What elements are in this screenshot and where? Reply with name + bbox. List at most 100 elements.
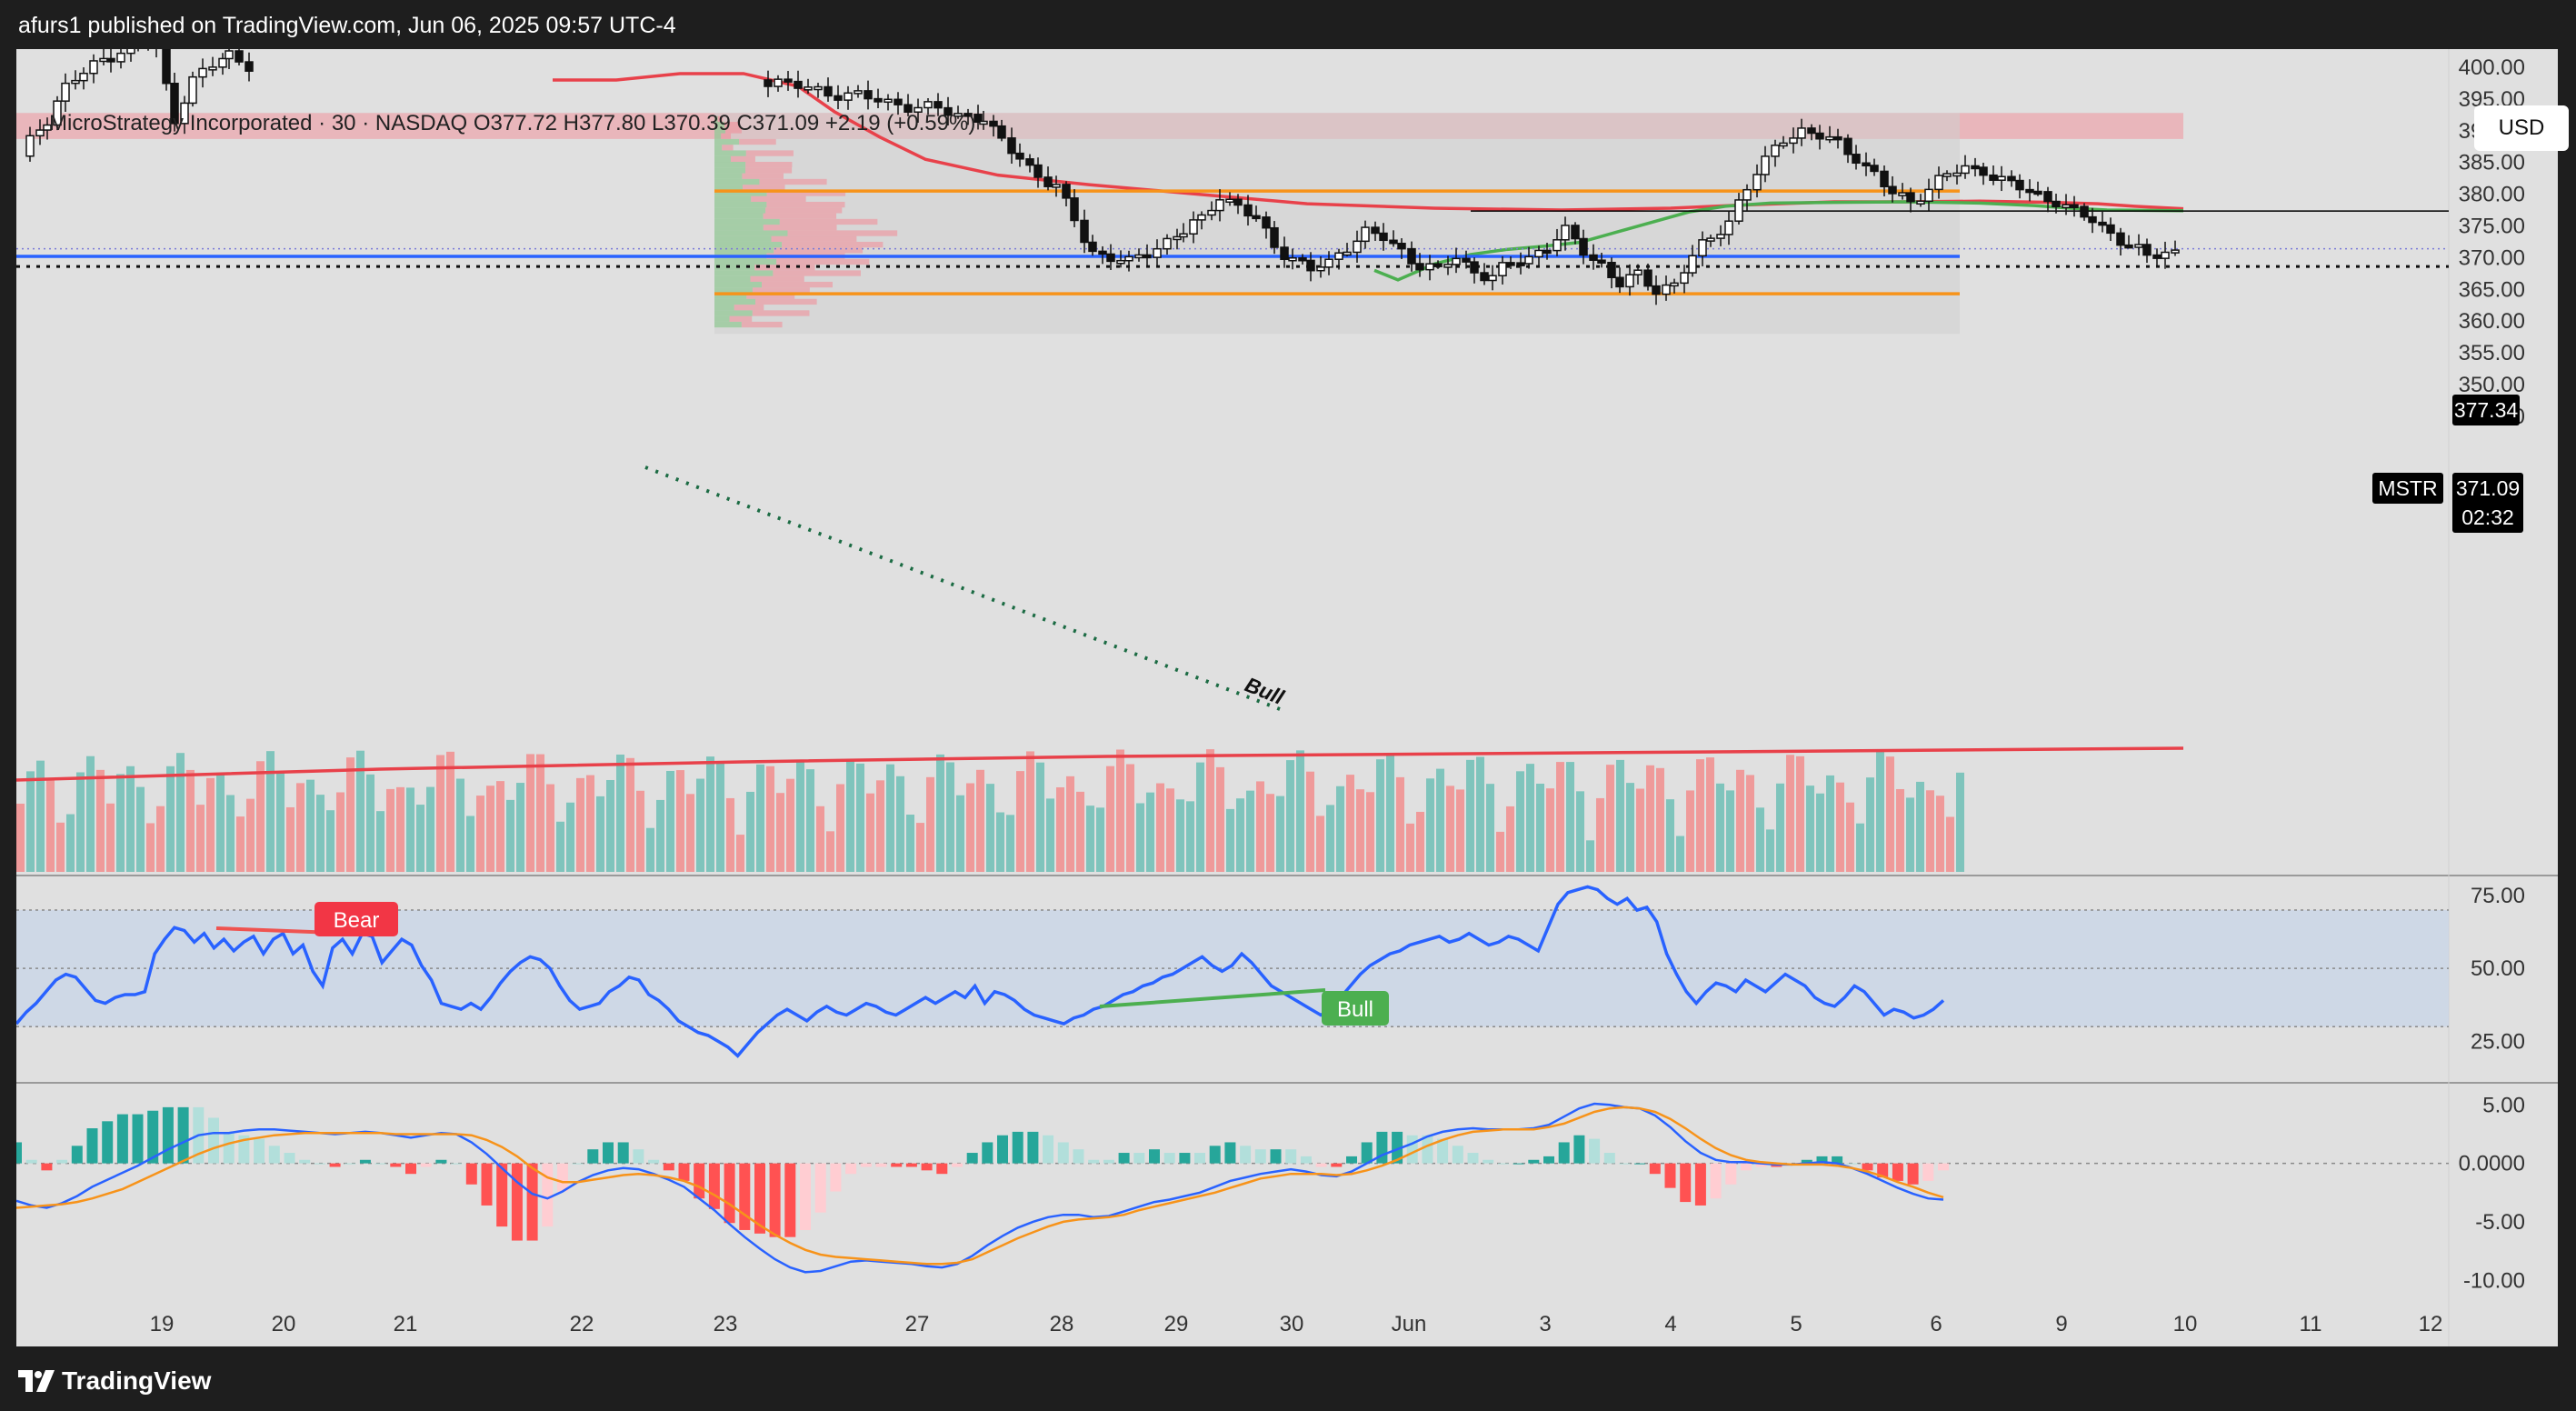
volume-bar <box>246 798 255 872</box>
exchange-name: NASDAQ <box>374 111 468 135</box>
macd-hist-bar <box>587 1149 599 1164</box>
volume-bar <box>136 786 145 872</box>
tradingview-logo[interactable]: TradingView <box>18 1366 211 1396</box>
volume-bar <box>1696 759 1704 872</box>
volume-bar <box>286 806 295 872</box>
chart-area[interactable]: Bull Bear Bull 400.00395.00390.00385.003… <box>16 49 2569 1346</box>
candle-body <box>1543 249 1552 255</box>
symbol-legend: MicroStrategy Incorporated · 30 · NASDAQ… <box>49 111 976 135</box>
bull-trendline[interactable] <box>644 465 1281 711</box>
macd-hist-bar <box>1603 1153 1615 1164</box>
volume-bar <box>546 784 554 872</box>
volume-bar <box>36 760 45 872</box>
volume-bar <box>26 771 35 872</box>
macd-hist-bar <box>1209 1146 1221 1164</box>
moving-average-green <box>1373 200 2184 282</box>
volume-bar <box>796 759 804 872</box>
vp-bar-up <box>714 201 767 208</box>
candle-body <box>1280 246 1289 261</box>
macd-hist-bar <box>1163 1153 1175 1164</box>
volume-bar <box>736 835 744 872</box>
volume-bar <box>516 783 524 872</box>
currency-button[interactable]: USD <box>2474 105 2569 151</box>
rsi-line[interactable] <box>16 885 1945 1058</box>
vp-bar-up <box>714 258 777 265</box>
vp-bar-up <box>714 115 718 123</box>
macd-hist-bar <box>208 1117 219 1164</box>
volume-bar <box>806 769 814 872</box>
macd-hist-bar <box>1149 1149 1160 1164</box>
macd-axis[interactable]: 5.00 0.0000 -5.00 -10.00 <box>2459 1093 2525 1293</box>
vp-bar-up <box>714 185 744 191</box>
macd-signal-line[interactable] <box>16 1106 1944 1266</box>
volume-bar <box>1806 786 1814 872</box>
candle-body <box>2152 254 2162 259</box>
macd-hist-bar <box>359 1159 371 1164</box>
candle-body <box>1371 226 1380 235</box>
macd-hist-bar <box>25 1159 37 1164</box>
volume-bar <box>386 788 394 872</box>
candle-body <box>1015 152 1024 160</box>
volume-bar <box>1336 786 1344 872</box>
bull-trendline-label: Bull <box>1242 673 1288 710</box>
candle-body <box>1379 232 1388 242</box>
candle-body <box>188 75 197 105</box>
volume-bar <box>936 754 944 872</box>
volume-bar <box>1246 790 1254 872</box>
volume-bar <box>1116 749 1124 872</box>
candle-body <box>1843 137 1852 155</box>
volume-bar <box>66 814 75 872</box>
candle-body <box>1815 132 1824 140</box>
volume-bar <box>1316 816 1324 872</box>
candle-body <box>61 82 70 102</box>
macd-hist-bar <box>223 1131 235 1164</box>
vp-bar-down <box>755 298 817 305</box>
macd-hist-bar <box>284 1153 295 1164</box>
macd-hist-bar <box>1846 1163 1858 1165</box>
candle-body <box>1607 261 1616 278</box>
volume-bar <box>766 766 774 872</box>
candle-body <box>1534 249 1543 258</box>
macd-line[interactable] <box>16 1102 1944 1274</box>
macd-hist-bar <box>526 1163 538 1241</box>
volume-bar <box>746 791 754 872</box>
candlestick-series[interactable] <box>25 49 2180 305</box>
volume-bar <box>216 772 225 872</box>
macd-hist-bar <box>921 1163 933 1171</box>
chart-canvas[interactable]: Bull Bear Bull 400.00395.00390.00385.003… <box>16 49 2558 1346</box>
volume-bar <box>1956 772 1964 872</box>
time-axis[interactable]: 5192021222327282930Jun34569101112 <box>16 1312 2443 1336</box>
candle-body <box>71 79 80 85</box>
candle-body <box>1942 173 1952 177</box>
macd-hist-bar <box>1406 1135 1418 1164</box>
macd-hist-bar <box>1816 1156 1828 1164</box>
volume-bar <box>1006 815 1014 872</box>
candle-body <box>1389 239 1398 245</box>
volume-bar <box>1346 775 1354 872</box>
macd-hist-bar <box>1649 1163 1661 1175</box>
vp-bar-down <box>742 173 784 179</box>
candle-body <box>1153 247 1162 258</box>
symbol-name: MicroStrategy Incorporated <box>49 111 313 135</box>
horizontal-line-price-label: 377.34 <box>2452 395 2520 425</box>
chart-interval[interactable]: 30 <box>331 111 356 135</box>
volume-bar <box>666 770 674 872</box>
macd-hist-bar <box>1589 1138 1601 1164</box>
price-tick: 380.00 <box>2459 183 2525 207</box>
vp-bar-down <box>759 178 827 185</box>
candle-body <box>979 120 988 125</box>
volume-bar <box>656 799 664 872</box>
volume-bar <box>526 754 534 872</box>
macd-hist-bar <box>420 1163 432 1167</box>
macd-hist-bar <box>1346 1156 1357 1164</box>
macd-hist-bar <box>1634 1163 1646 1165</box>
macd-tick: 5.00 <box>2482 1093 2525 1117</box>
candle-body <box>1215 199 1224 212</box>
macd-hist-bar <box>496 1163 508 1227</box>
candle-body <box>1898 192 1907 196</box>
rsi-axis[interactable]: 75.00 50.00 25.00 <box>2471 884 2525 1054</box>
volume-bar <box>1456 789 1464 872</box>
vp-bar-up <box>714 247 774 254</box>
macd-hist-bar <box>603 1142 614 1164</box>
candle-body <box>1870 165 1879 173</box>
